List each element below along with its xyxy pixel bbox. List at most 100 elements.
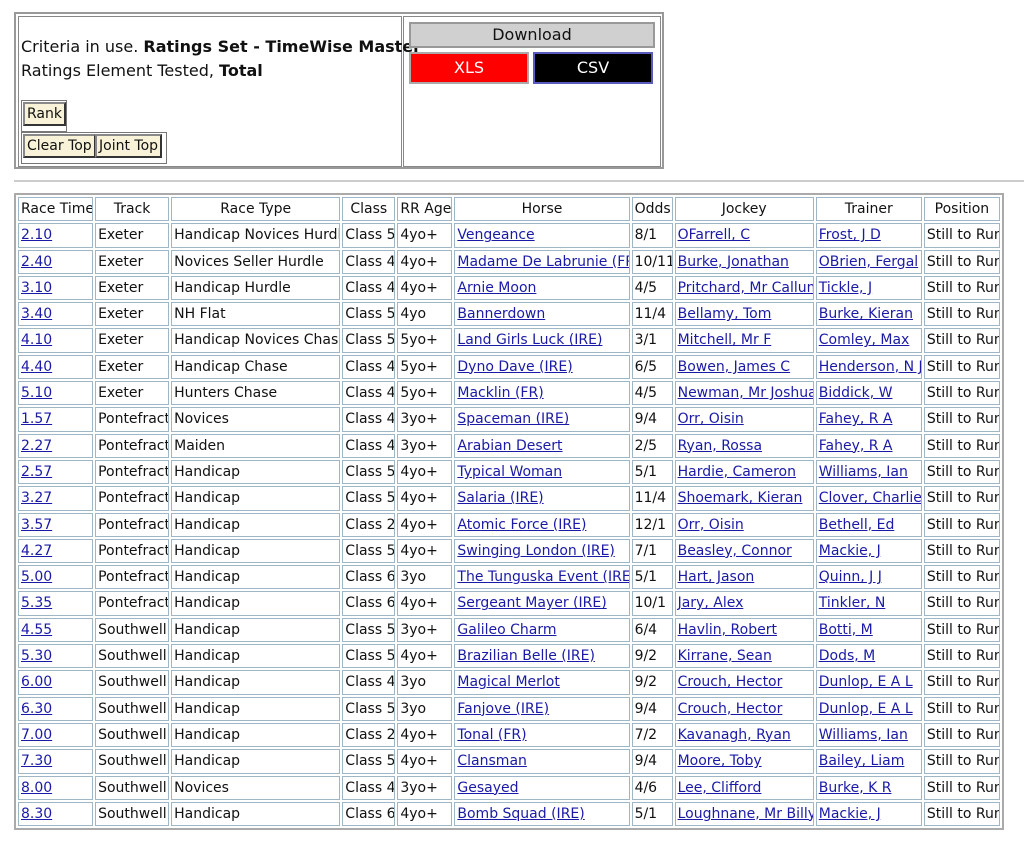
cell-link[interactable]: Frost, J D [818,227,881,244]
cell-link[interactable]: Dods, M [818,648,876,665]
cell-link[interactable]: Lee, Clifford [677,779,762,796]
cell-link[interactable]: Clover, Charlie [818,490,922,507]
cell-link[interactable]: Henderson, N J [818,358,922,375]
cell-link[interactable]: Hart, Jason [677,569,755,586]
cell-link[interactable]: 7.00 [21,726,53,743]
cell-link[interactable]: Atomic Force (IRE) [457,516,587,533]
cell-link[interactable]: Kavanagh, Ryan [677,726,791,743]
cell-link[interactable]: Crouch, Hector [677,700,783,717]
cell-link[interactable]: 4.10 [21,332,53,349]
cell-link[interactable]: 2.40 [21,253,53,270]
cell-link[interactable]: Mackie, J [818,805,881,822]
cell-link[interactable]: Brazilian Belle (IRE) [457,648,595,665]
cell-link[interactable]: Crouch, Hector [677,674,783,691]
cell-link[interactable]: Dyno Dave (IRE) [457,358,573,375]
cell-link[interactable]: Fahey, R A [818,437,893,454]
cell-link[interactable]: Orr, Oisin [677,516,744,533]
cell: Comley, Max [815,328,922,353]
cell-link[interactable]: Beasley, Connor [677,542,792,559]
cell-link[interactable]: 5.00 [21,569,53,586]
csv-button[interactable]: CSV [533,52,653,84]
cell-link[interactable]: 3.10 [21,279,53,296]
cell-link[interactable]: 6.30 [21,700,53,717]
cell-link[interactable]: Bowen, James C [677,358,791,375]
cell-link[interactable]: Fahey, R A [818,411,893,428]
cell-link[interactable]: Bellamy, Tom [677,306,772,323]
cell-link[interactable]: Sergeant Mayer (IRE) [457,595,607,612]
cell-link[interactable]: Galileo Charm [457,621,557,638]
cell-link[interactable]: 3.57 [21,516,53,533]
cell-link[interactable]: Vengeance [457,227,535,244]
cell-link[interactable]: Tinkler, N [818,595,886,612]
cell-link[interactable]: Jary, Alex [677,595,744,612]
cell-link[interactable]: 1.57 [21,411,53,428]
cell-link[interactable]: Clansman [457,753,527,770]
cell-link[interactable]: 2.57 [21,463,53,480]
xls-button[interactable]: XLS [409,52,529,84]
cell-link[interactable]: Tonal (FR) [457,726,527,743]
cell-link[interactable]: Burke, Kieran [818,306,913,323]
cell-link[interactable]: Kirrane, Sean [677,648,772,665]
cell-link[interactable]: Gesayed [457,779,519,796]
joint-top-button[interactable]: Joint Top [95,134,163,158]
cell-link[interactable]: Comley, Max [818,332,910,349]
cell-link[interactable]: 4.40 [21,358,53,375]
cell-link[interactable]: Hardie, Cameron [677,463,796,480]
cell-link[interactable]: Ryan, Rossa [677,437,763,454]
cell-link[interactable]: Mitchell, Mr F [677,332,772,349]
cell-link[interactable]: Shoemark, Kieran [677,490,803,507]
cell-link[interactable]: Williams, Ian [818,726,908,743]
rank-button[interactable]: Rank [23,102,66,126]
cell-link[interactable]: Orr, Oisin [677,411,744,428]
cell-link[interactable]: 4.27 [21,542,53,559]
cell-link[interactable]: 5.10 [21,385,53,402]
cell-link[interactable]: Spaceman (IRE) [457,411,570,428]
cell-link[interactable]: Madame De Labrunie (FR) [457,253,630,270]
cell-link[interactable]: 2.27 [21,437,53,454]
cell-link[interactable]: Burke, Jonathan [677,253,789,270]
cell-link[interactable]: Biddick, W [818,385,893,402]
cell-link[interactable]: OBrien, Fergal [818,253,919,270]
element-prefix: Ratings Element Tested, [21,61,214,80]
clear-top-button[interactable]: Clear Top [23,134,96,158]
cell-link[interactable]: Dunlop, E A L [818,700,913,717]
cell-link[interactable]: 2.10 [21,227,53,244]
cell-link[interactable]: Magical Merlot [457,674,560,691]
cell-link[interactable]: Botti, M [818,621,873,638]
cell-link[interactable]: Salaria (IRE) [457,490,544,507]
cell-link[interactable]: Bethell, Ed [818,516,895,533]
cell-link[interactable]: 7.30 [21,753,53,770]
cell-link[interactable]: Arabian Desert [457,437,563,454]
cell-link[interactable]: 3.27 [21,490,53,507]
cell-link[interactable]: Macklin (FR) [457,385,544,402]
cell-link[interactable]: The Tunguska Event (IRE) [457,569,630,586]
cell-link[interactable]: OFarrell, C [677,227,750,244]
cell-link[interactable]: 3.40 [21,306,53,323]
cell-link[interactable]: Havlin, Robert [677,621,777,638]
cell-link[interactable]: Burke, K R [818,779,892,796]
cell-link[interactable]: Bannerdown [457,306,546,323]
cell-link[interactable]: 8.30 [21,805,53,822]
cell-link[interactable]: 8.00 [21,779,53,796]
cell-link[interactable]: 5.30 [21,648,53,665]
cell-link[interactable]: Mackie, J [818,542,881,559]
cell: 2.27 [18,433,94,458]
cell-link[interactable]: Arnie Moon [457,279,537,296]
cell-link[interactable]: Quinn, J J [818,569,882,586]
cell-link[interactable]: Bomb Squad (IRE) [457,805,585,822]
cell-link[interactable]: Dunlop, E A L [818,674,913,691]
cell-link[interactable]: Fanjove (IRE) [457,700,550,717]
cell-link[interactable]: Swinging London (IRE) [457,542,615,559]
cell-link[interactable]: 6.00 [21,674,53,691]
cell-link[interactable]: Pritchard, Mr Callum [677,279,814,296]
cell-link[interactable]: Moore, Toby [677,753,762,770]
cell-link[interactable]: Land Girls Luck (IRE) [457,332,603,349]
cell-link[interactable]: Bailey, Liam [818,753,905,770]
cell-link[interactable]: Tickle, J [818,279,873,296]
cell-link[interactable]: Williams, Ian [818,463,908,480]
cell-link[interactable]: 4.55 [21,621,53,638]
cell-link[interactable]: Loughnane, Mr Billy [677,805,814,822]
cell-link[interactable]: Newman, Mr Joshua [677,385,814,402]
cell-link[interactable]: 5.35 [21,595,53,612]
cell-link[interactable]: Typical Woman [457,463,563,480]
